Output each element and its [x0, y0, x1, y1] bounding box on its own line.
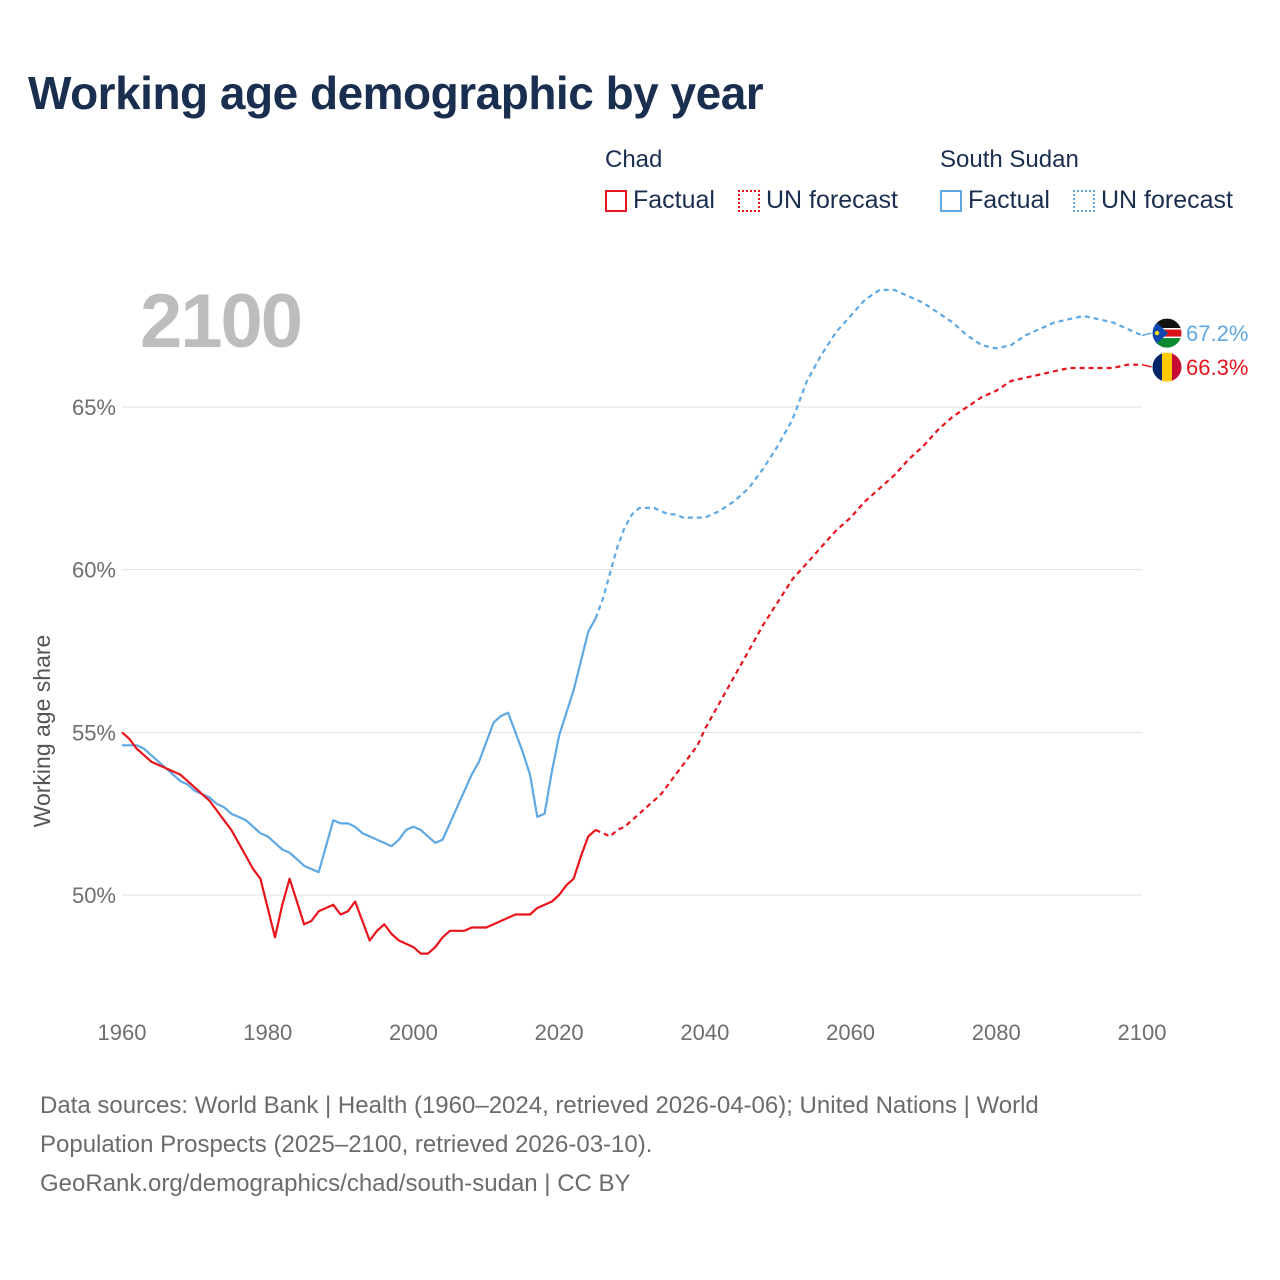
legend-chad-forecast[interactable]: UN forecast — [738, 186, 898, 215]
data-sources: Data sources: World Bank | Health (1960–… — [40, 1086, 1240, 1203]
sources-line-3[interactable]: GeoRank.org/demographics/chad/south-suda… — [40, 1170, 631, 1197]
end-connector — [1141, 332, 1153, 337]
legend-south-sudan-factual[interactable]: Factual — [940, 186, 1050, 215]
series-chad-forecast-line — [595, 363, 1142, 838]
x-tick-label: 2100 — [1118, 1020, 1167, 1045]
legend-chad-factual[interactable]: Factual — [605, 186, 715, 215]
end-value-label: 67.2% — [1186, 321, 1248, 346]
south-sudan-flag-icon — [1151, 317, 1183, 349]
legend-group-chad: Chad — [605, 146, 663, 173]
legend-swatch-dotted-icon — [1073, 189, 1095, 212]
legend-swatch-solid-icon — [940, 189, 962, 212]
x-tick-label: 1980 — [243, 1020, 292, 1045]
legend-swatch-solid-icon — [605, 189, 627, 212]
legend-swatch-dotted-icon — [738, 189, 760, 212]
line-chart: 50% 55% 60% 65% 1960 1980 2000 2020 2040 2060 2080… — [29, 288, 1248, 1045]
x-tick-label: 2060 — [826, 1020, 875, 1045]
y-tick-label: 55% — [72, 720, 116, 745]
y-axis-title: Working age share — [29, 635, 55, 828]
x-tick-label: 1960 — [98, 1020, 147, 1045]
chad-flag-icon — [1151, 351, 1183, 383]
x-tick-label: 2020 — [535, 1020, 584, 1045]
x-tick-label: 2040 — [680, 1020, 729, 1045]
series-chad-factual-line — [121, 731, 597, 955]
end-value-label: 66.3% — [1186, 355, 1248, 380]
sources-line-2: Population Prospects (2025–2100, retriev… — [40, 1131, 653, 1158]
legend-south-sudan-forecast-label: UN forecast — [1101, 186, 1233, 214]
y-tick-label: 65% — [72, 395, 116, 420]
y-tick-label: 60% — [72, 558, 116, 583]
x-tick-label: 2080 — [972, 1020, 1021, 1045]
legend-group-south-sudan: South Sudan — [940, 146, 1079, 173]
x-tick-label: 2000 — [389, 1020, 438, 1045]
year-display: 2100 — [140, 279, 303, 364]
legend-south-sudan-forecast[interactable]: UN forecast — [1073, 186, 1233, 215]
sources-line-1: Data sources: World Bank | Health (1960–… — [40, 1092, 1039, 1119]
end-connector — [1141, 363, 1153, 368]
legend-chad-forecast-label: UN forecast — [766, 186, 898, 214]
series-south-sudan-factual-line — [122, 617, 597, 874]
y-tick-label: 50% — [72, 883, 116, 908]
legend-chad-factual-label: Factual — [633, 186, 715, 214]
chart-title: Working age demographic by year — [28, 67, 764, 119]
legend-south-sudan-factual-label: Factual — [968, 186, 1050, 214]
series-south-sudan-forecast-line — [594, 288, 1143, 619]
